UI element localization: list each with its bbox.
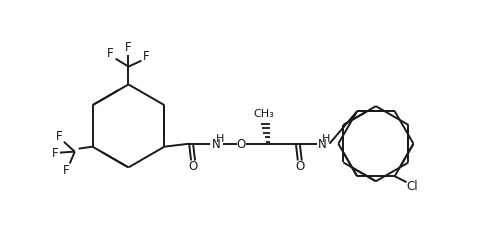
Text: CH₃: CH₃ xyxy=(254,109,275,119)
Text: F: F xyxy=(125,41,132,54)
Text: O: O xyxy=(237,138,246,151)
Text: H: H xyxy=(216,134,224,144)
Text: N: N xyxy=(211,138,220,151)
Text: F: F xyxy=(107,47,114,60)
Text: F: F xyxy=(55,130,62,143)
Text: O: O xyxy=(295,160,304,173)
Text: F: F xyxy=(62,164,69,177)
Text: N: N xyxy=(318,138,327,151)
Text: F: F xyxy=(51,147,58,160)
Text: Cl: Cl xyxy=(407,180,418,193)
Text: H: H xyxy=(322,134,331,144)
Text: F: F xyxy=(143,50,150,63)
Text: O: O xyxy=(188,160,198,173)
